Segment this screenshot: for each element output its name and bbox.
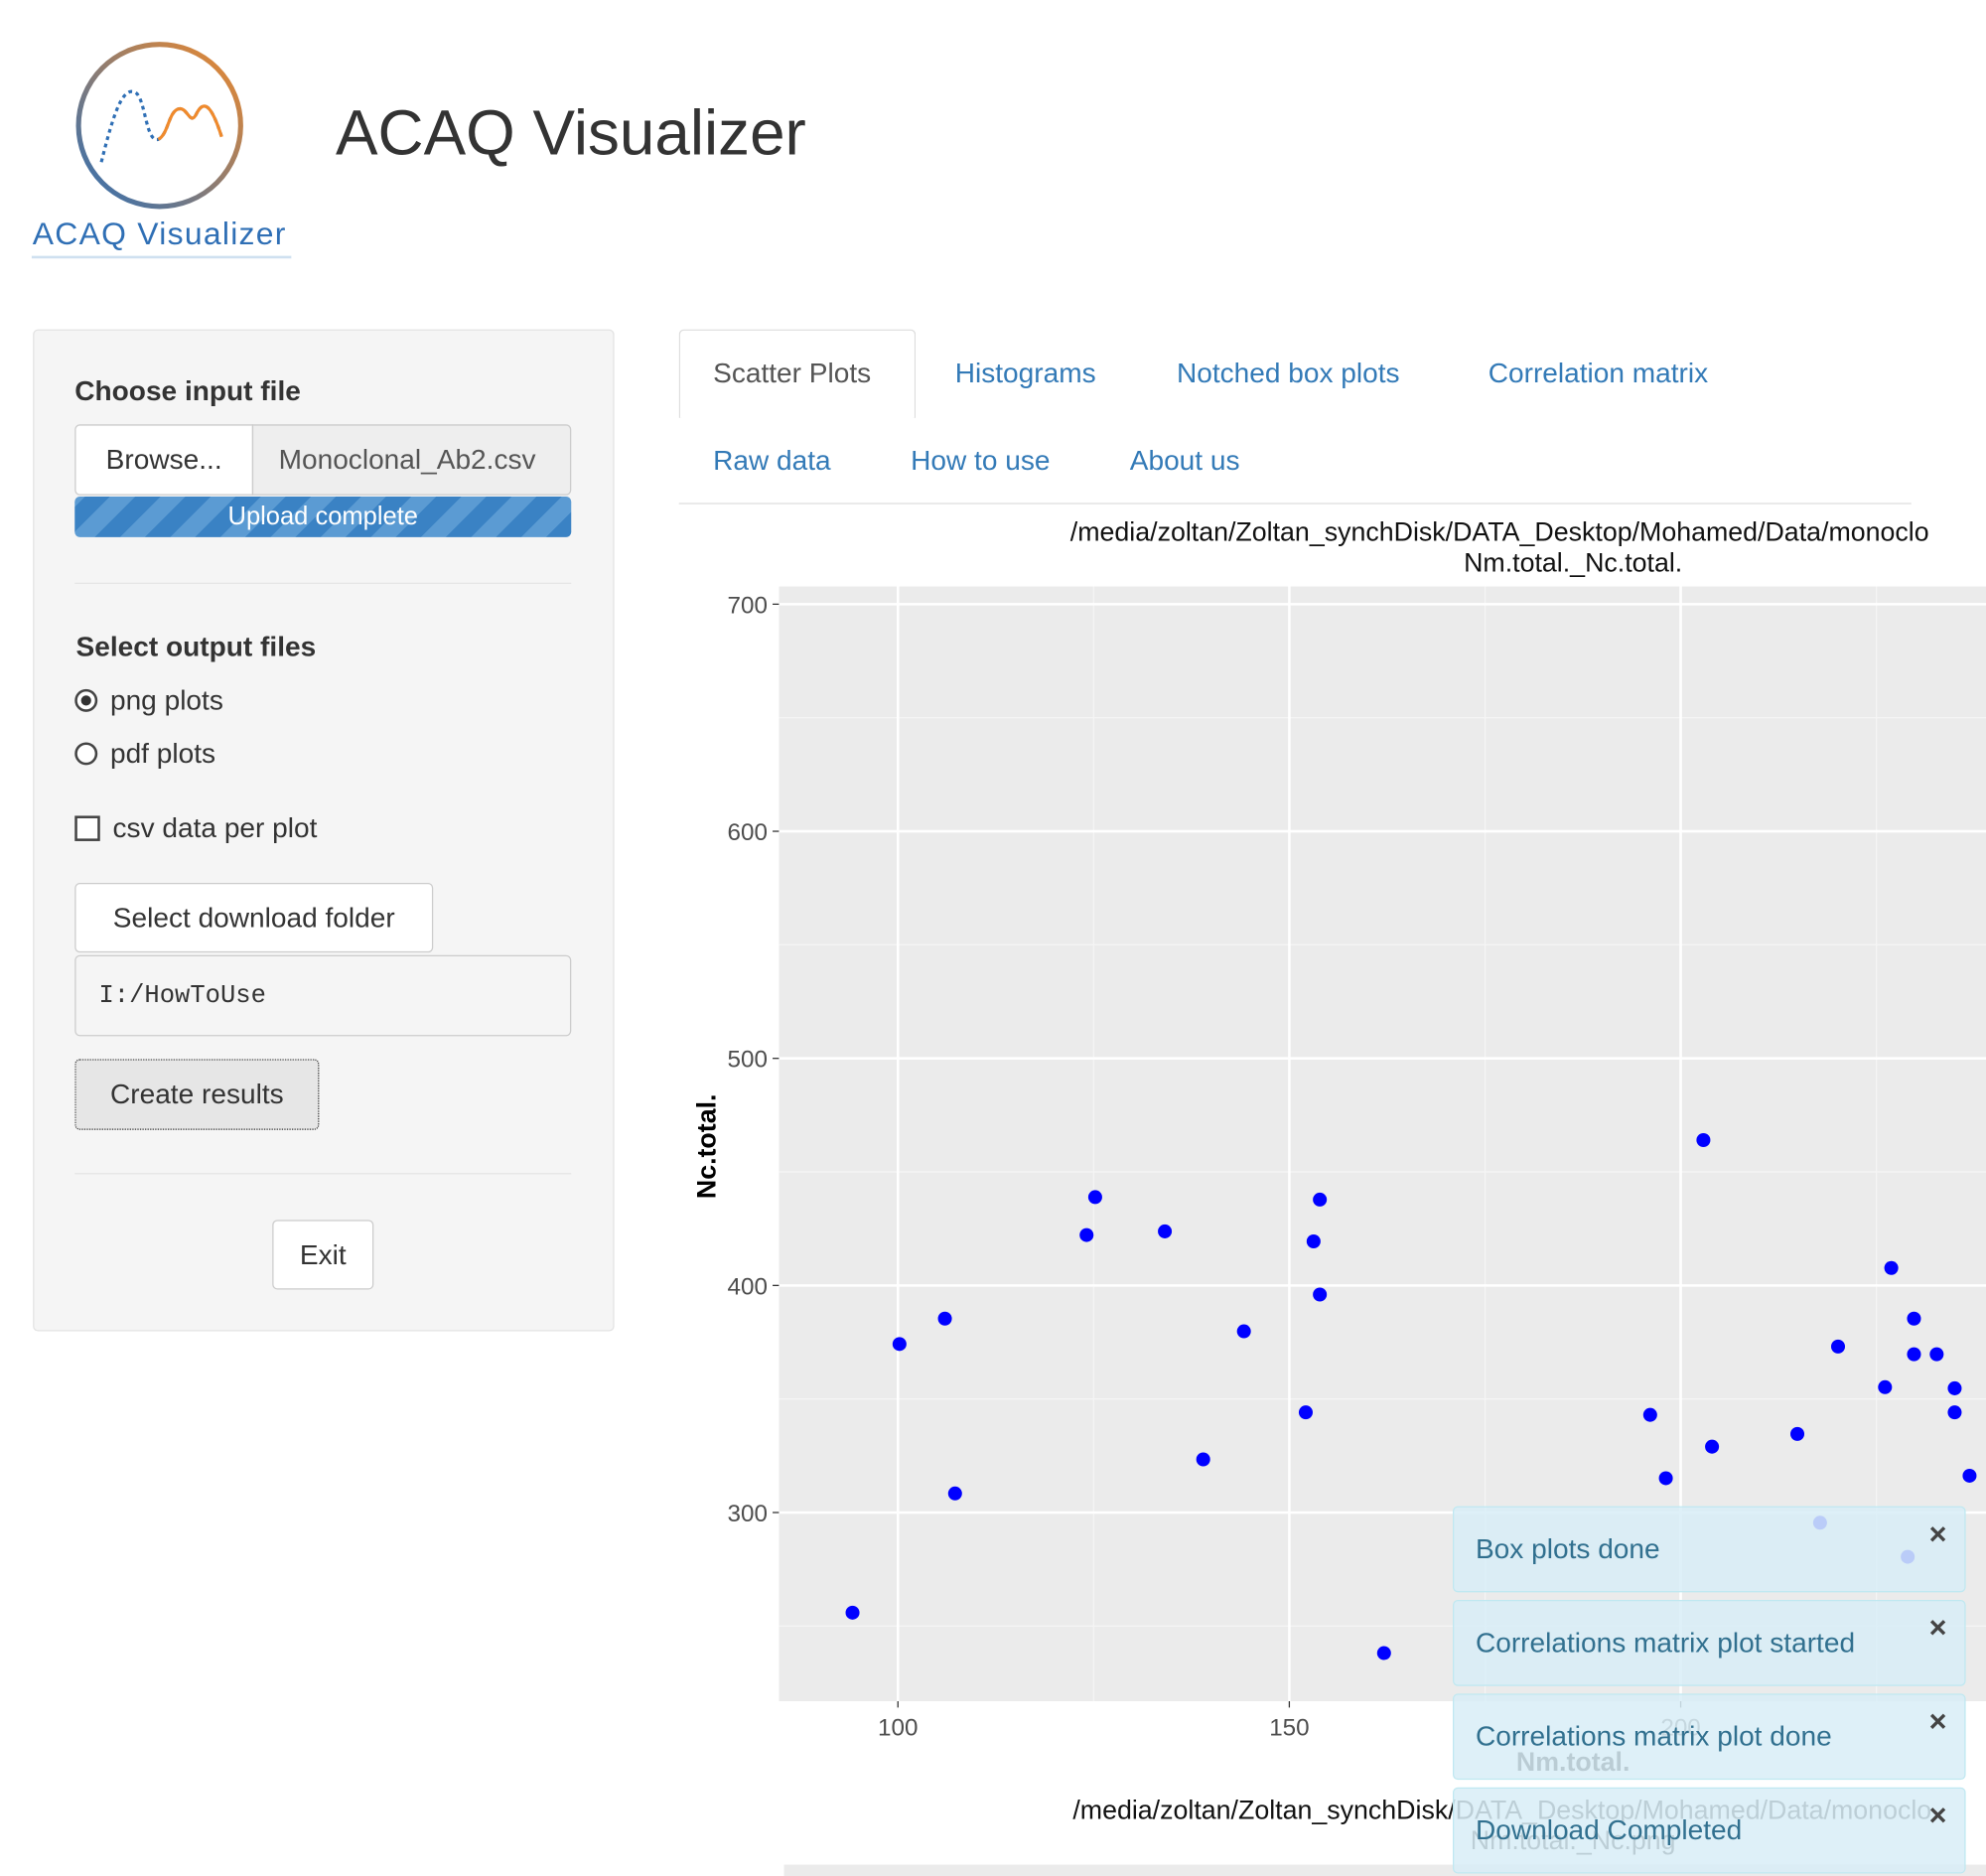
y-tick-label: 300 — [728, 1501, 768, 1527]
scatter-point — [845, 1605, 860, 1620]
tab[interactable]: About us — [1129, 444, 1240, 477]
file-name: Monoclonal_Ab2.csv — [251, 424, 572, 496]
radio-option[interactable]: png plots — [74, 684, 223, 717]
notification-text: Download Completed — [1475, 1813, 1743, 1846]
scatter-point — [1962, 1468, 1977, 1483]
y-axis-label: Nc.total. — [692, 1094, 722, 1200]
sidebar-panel — [33, 329, 615, 1332]
upload-progress: Upload complete — [74, 496, 572, 537]
scatter-point — [1929, 1347, 1944, 1362]
y-tick-label: 600 — [728, 819, 768, 846]
y-tick-label: 700 — [728, 592, 768, 619]
radio-button[interactable] — [74, 688, 98, 712]
scatter-point — [892, 1337, 907, 1352]
chart-subtitle: Nm.total._Nc.total. — [1464, 547, 1682, 577]
radio-button[interactable] — [74, 742, 98, 766]
folder-button[interactable]: Select download folder — [74, 883, 434, 953]
scatter-point — [1642, 1407, 1657, 1422]
scatter-point — [1313, 1192, 1328, 1207]
notification-text: Correlations matrix plot done — [1475, 1720, 1832, 1753]
tab[interactable]: Scatter Plots — [713, 357, 872, 389]
close-icon[interactable]: × — [1928, 1704, 1947, 1740]
y-tick-label: 400 — [728, 1273, 768, 1300]
notification: Correlations matrix plot done × — [1453, 1693, 1966, 1781]
scatter-point — [1830, 1339, 1846, 1354]
scatter-point — [1313, 1287, 1328, 1302]
logo: ACAQ Visualizer — [31, 42, 292, 259]
notification: Correlations matrix plot started × — [1453, 1599, 1966, 1686]
logo-text: ACAQ Visualizer — [33, 216, 287, 251]
scatter-point — [1705, 1439, 1720, 1454]
tab-border — [678, 503, 1912, 505]
app-title: ACAQ Visualizer — [336, 97, 806, 169]
x-tick-label: 100 — [878, 1714, 918, 1741]
scatter-point — [1306, 1233, 1321, 1249]
chart-title: /media/zoltan/Zoltan_synchDisk/DATA_Desk… — [1070, 517, 1929, 547]
close-icon[interactable]: × — [1928, 1799, 1947, 1833]
tab[interactable]: Raw data — [713, 444, 831, 477]
checkbox-label: csv data per plot — [112, 811, 318, 844]
radio-label: pdf plots — [109, 737, 216, 770]
separator — [74, 582, 572, 585]
scatter-point — [1079, 1227, 1094, 1242]
scatter-point — [1696, 1132, 1711, 1148]
tab[interactable]: Histograms — [954, 357, 1096, 389]
output-label: Select output files — [75, 631, 317, 663]
scatter-point — [1158, 1224, 1173, 1238]
close-icon[interactable]: × — [1928, 1611, 1947, 1646]
tab[interactable]: Notched box plots — [1176, 357, 1400, 389]
scatter-point — [1907, 1347, 1921, 1362]
scatter-point — [1196, 1452, 1210, 1467]
browse-button[interactable]: Browse... — [74, 424, 254, 496]
scatter-point — [1907, 1311, 1921, 1326]
scatter-point — [1658, 1471, 1673, 1486]
notification-text: Correlations matrix plot started — [1475, 1626, 1856, 1659]
scatter-point — [1298, 1405, 1313, 1420]
scatter-point — [947, 1486, 962, 1501]
scatter-point — [1884, 1260, 1899, 1275]
scatter-point — [1947, 1405, 1962, 1420]
scatter-point — [1790, 1426, 1805, 1441]
separator — [74, 1173, 572, 1175]
folder-path: I:/HowToUse — [74, 954, 572, 1037]
radio-option[interactable]: pdf plots — [74, 737, 215, 770]
checkbox-option[interactable]: csv data per plot — [74, 812, 317, 845]
scatter-point — [1878, 1379, 1893, 1394]
scatter-point — [1236, 1324, 1251, 1339]
y-tick-label: 500 — [728, 1047, 768, 1074]
scatter-point — [937, 1311, 952, 1326]
tab[interactable]: Correlation matrix — [1488, 357, 1709, 389]
notification: Download Completed × — [1453, 1787, 1966, 1874]
scatter-point — [1376, 1646, 1391, 1660]
notification: Box plots done × — [1453, 1506, 1966, 1593]
notification-text: Box plots done — [1475, 1532, 1660, 1565]
scatter-point — [1947, 1380, 1962, 1395]
tab[interactable]: How to use — [911, 444, 1051, 477]
close-icon[interactable]: × — [1928, 1517, 1947, 1552]
scatter-point — [1087, 1190, 1102, 1205]
next-plot-strip — [783, 1864, 1986, 1876]
create-button[interactable]: Create results — [74, 1059, 320, 1130]
exit-button[interactable]: Exit — [272, 1220, 374, 1290]
active-tab[interactable] — [678, 329, 917, 418]
input-label: Choose input file — [74, 374, 301, 407]
radio-label: png plots — [109, 683, 223, 716]
checkbox[interactable] — [74, 815, 100, 841]
x-tick-label: 150 — [1269, 1714, 1309, 1741]
